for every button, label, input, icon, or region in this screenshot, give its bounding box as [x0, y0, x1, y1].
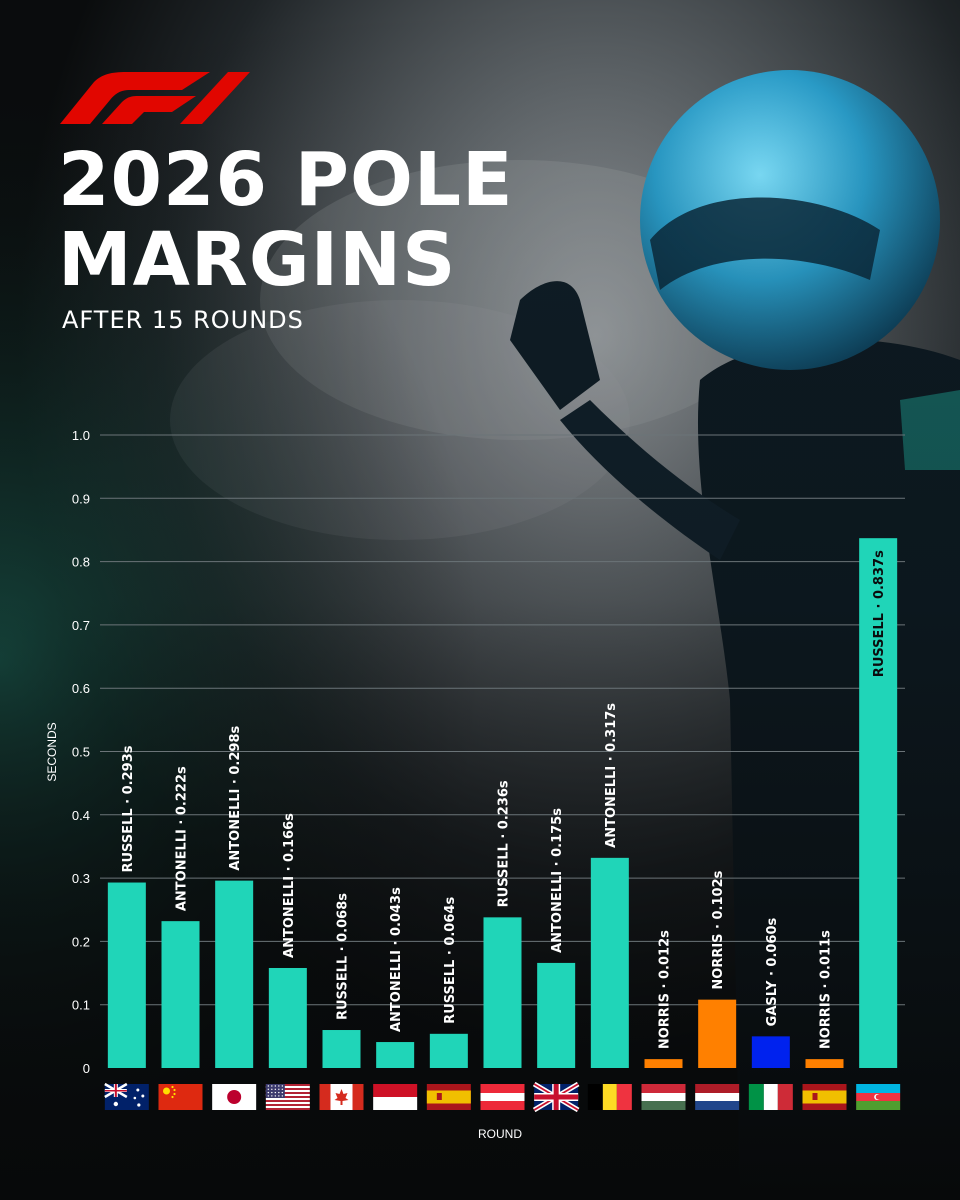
bar-label-round-15: RUSSELL · 0.837s	[872, 550, 887, 677]
bar-label-round-14: NORRIS · 0.011s	[819, 930, 834, 1049]
flag-usa	[265, 1084, 310, 1110]
y-tick-label: 0.1	[72, 998, 90, 1013]
bar-round-1	[107, 882, 146, 1068]
bar-round-5	[322, 1030, 361, 1068]
y-tick-label: 0.5	[72, 745, 90, 760]
f1-logo	[60, 72, 250, 124]
flag-great-britain	[532, 1081, 580, 1113]
flag-belgium	[587, 1084, 632, 1110]
flag-austria	[480, 1084, 525, 1110]
bar-round-3	[215, 880, 254, 1068]
y-tick-label: 0.3	[72, 871, 90, 886]
bar-label-round-3: ANTONELLI · 0.298s	[228, 725, 243, 870]
bar-round-15	[859, 538, 898, 1068]
y-tick-label: 0.6	[72, 681, 90, 696]
bar-label-round-13: GASLY · 0.060s	[765, 917, 780, 1026]
y-tick-label: 0.7	[72, 618, 90, 633]
bar-round-9	[537, 962, 576, 1068]
bar-label-round-9: ANTONELLI · 0.175s	[550, 808, 565, 953]
bar-label-round-4: ANTONELLI · 0.166s	[282, 813, 297, 958]
flag-japan	[212, 1084, 257, 1110]
bar-round-8	[483, 917, 522, 1068]
flag-spain	[802, 1084, 847, 1110]
bar-label-round-12: NORRIS · 0.102s	[711, 870, 726, 989]
bar-label-round-5: RUSSELL · 0.068s	[336, 893, 351, 1020]
bar-round-11	[644, 1059, 683, 1068]
title-line-2: MARGINS	[58, 217, 457, 303]
y-axis-label: SECONDS	[45, 722, 59, 781]
flag-spain	[426, 1084, 471, 1110]
bar-round-4	[268, 967, 307, 1068]
y-tick-label: 1.0	[72, 428, 90, 443]
y-tick-label: 0.8	[72, 555, 90, 570]
bar-round-14	[805, 1059, 844, 1068]
bar-label-round-11: NORRIS · 0.012s	[658, 930, 673, 1049]
y-tick-label: 0.4	[72, 808, 90, 823]
flag-netherlands	[695, 1084, 740, 1110]
y-tick-label: 0	[83, 1061, 90, 1076]
flag-china	[158, 1084, 203, 1110]
page-title: 2026 POLE MARGINS	[58, 140, 618, 300]
bar-label-round-6: ANTONELLI · 0.043s	[389, 887, 404, 1032]
flag-monaco	[373, 1084, 418, 1110]
flag-australia	[104, 1082, 149, 1110]
title-line-1: 2026 POLE	[58, 137, 514, 223]
flag-italy	[748, 1084, 793, 1110]
bar-label-round-1: RUSSELL · 0.293s	[121, 745, 136, 872]
page-subtitle: AFTER 15 ROUNDS	[62, 306, 304, 334]
y-tick-label: 0.9	[72, 491, 90, 506]
bar-label-round-7: RUSSELL · 0.064s	[443, 897, 458, 1024]
bar-label-round-8: RUSSELL · 0.236s	[497, 780, 512, 907]
flag-azerbaijan	[856, 1084, 901, 1110]
y-tick-label: 0.2	[72, 934, 90, 949]
bar-round-12	[698, 999, 737, 1068]
flag-canada	[319, 1084, 364, 1110]
bar-round-10	[590, 857, 629, 1068]
flag-hungary	[641, 1084, 686, 1110]
x-axis-label: ROUND	[478, 1127, 522, 1141]
bar-label-round-10: ANTONELLI · 0.317s	[604, 703, 619, 848]
bar-label-round-2: ANTONELLI · 0.222s	[175, 766, 190, 911]
bar-round-13	[751, 1036, 790, 1068]
bar-round-2	[161, 921, 200, 1068]
bar-round-6	[376, 1042, 415, 1068]
bar-round-7	[429, 1033, 468, 1068]
